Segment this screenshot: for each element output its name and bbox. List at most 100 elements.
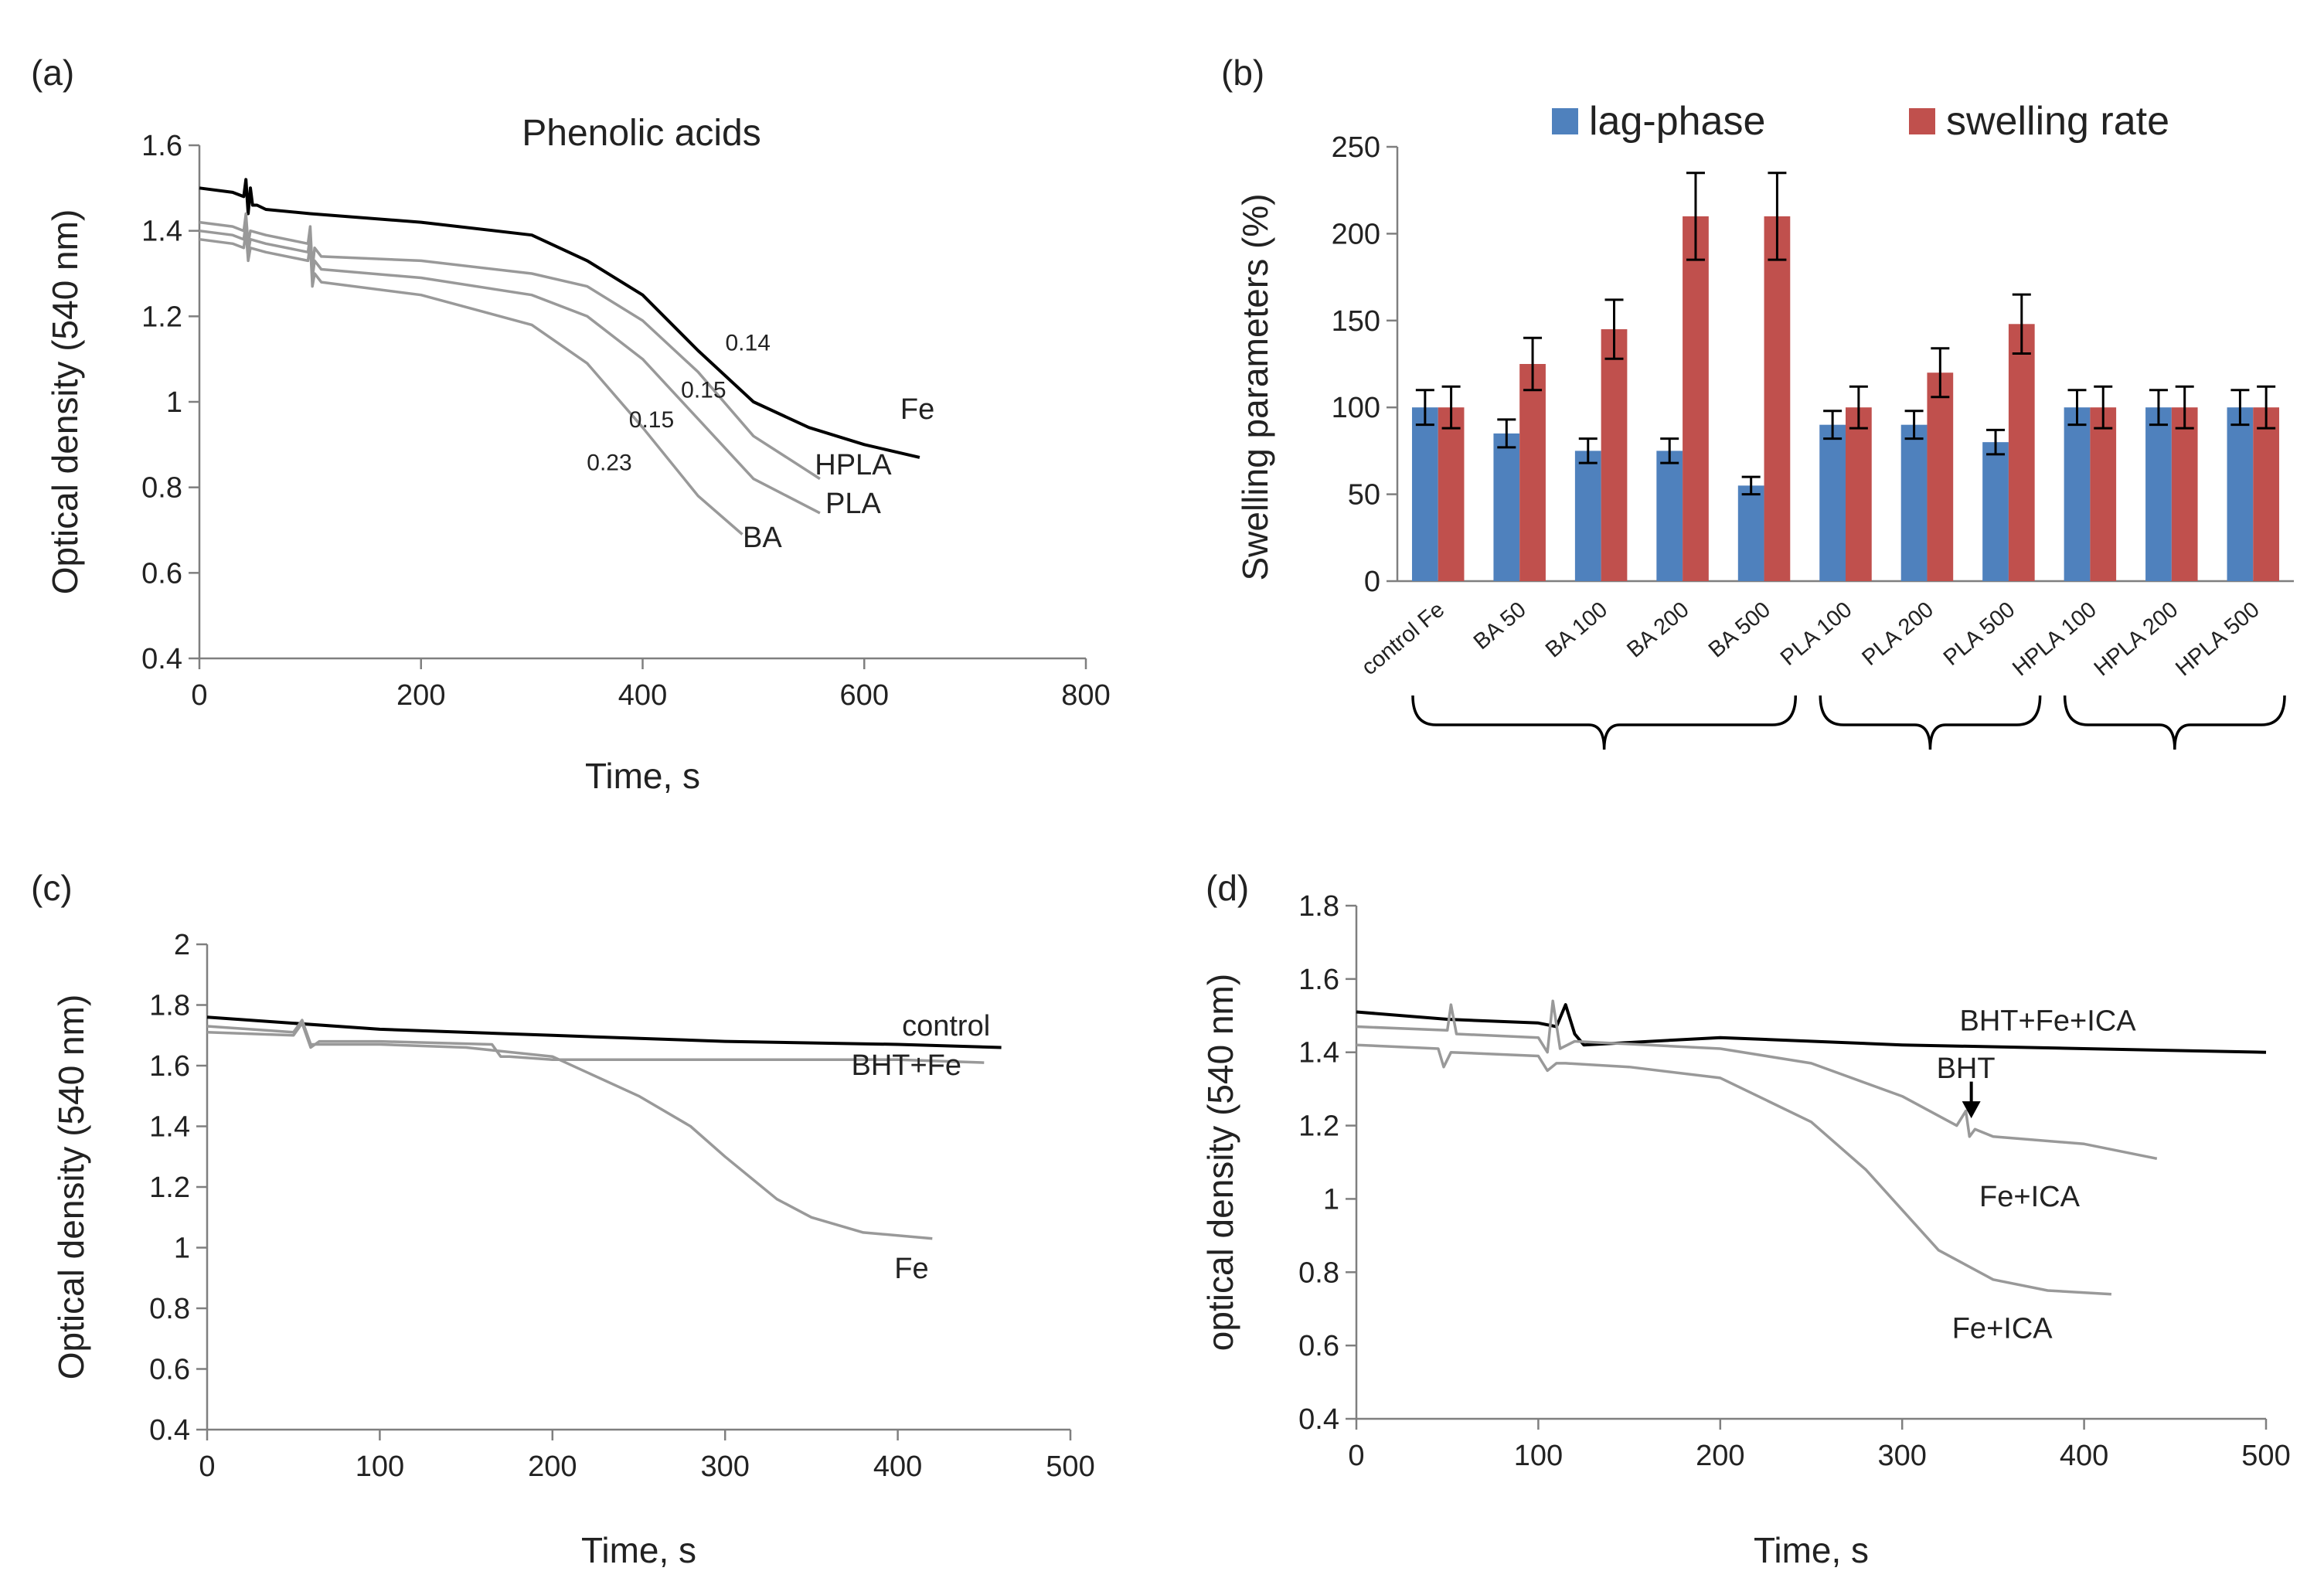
y-axis-title: optical density (540 nm) — [1200, 974, 1240, 1351]
panel-label: (b) — [1221, 53, 1264, 93]
annotation-label: 0.14 — [726, 331, 771, 356]
y-tick-label: 150 — [1332, 305, 1380, 338]
bar-swelling-rate — [2171, 407, 2198, 581]
y-tick-label: 1.6 — [1298, 964, 1339, 996]
panel-a: (a) Phenolic acids 0.4 0.6 0.8 1 1.2 1.4 1.6 0 200… — [31, 53, 1111, 796]
y-tick-label: 1.2 — [141, 301, 182, 333]
x-tick-label: 400 — [2060, 1440, 2108, 1472]
y-tick-label: 0.4 — [149, 1414, 190, 1447]
y-tick-label: 1.2 — [1298, 1110, 1339, 1143]
category-label: BA 500 — [1704, 597, 1775, 663]
x-axis-title: Time, s — [581, 1530, 696, 1570]
x-tick-label: 500 — [2241, 1440, 2290, 1472]
y-tick-label: 200 — [1332, 218, 1380, 250]
y-tick-label: 1.8 — [149, 990, 190, 1022]
y-tick-label: 100 — [1332, 392, 1380, 424]
series-line-fe — [199, 178, 920, 459]
x-tick-label: 800 — [1061, 679, 1110, 712]
category-label: BA 50 — [1469, 597, 1531, 655]
annotation-label: Fe — [900, 393, 934, 426]
x-tick-label: 200 — [1696, 1440, 1744, 1472]
annotation-label: Fe — [894, 1253, 928, 1285]
panel-b: (b) lag-phase swelling rate 0 50 100 150 200 250… — [1221, 53, 2294, 750]
y-tick-label: 1.4 — [1298, 1037, 1339, 1070]
bar-swelling-rate — [1601, 329, 1628, 581]
bht-arrow-head — [1962, 1101, 1981, 1119]
y-tick-label: 0.6 — [1298, 1330, 1339, 1362]
bar-lag-phase — [1737, 485, 1764, 581]
annotation-label: control — [902, 1010, 990, 1042]
x-tick-label: 200 — [528, 1450, 577, 1483]
category-label: BA 100 — [1541, 597, 1612, 663]
x-tick-label: 300 — [1877, 1440, 1926, 1472]
y-axis-title: Optical density (540 nm) — [51, 995, 91, 1380]
bar-lag-phase — [1574, 451, 1601, 581]
y-tick-label: 0.6 — [149, 1354, 190, 1386]
bar-lag-phase — [2064, 407, 2091, 581]
legend-label: lag-phase — [1589, 99, 1765, 144]
y-tick-label: 0.8 — [141, 472, 182, 505]
x-tick-label: 400 — [873, 1450, 922, 1483]
bar-lag-phase — [1819, 424, 1846, 581]
y-tick-label: 1 — [1323, 1183, 1339, 1216]
group-brace — [1411, 695, 1798, 750]
x-tick-label: 0 — [199, 1450, 215, 1483]
category-label: PLA 500 — [1939, 597, 2020, 671]
series-line-fe-ica — [1356, 1043, 2111, 1296]
bar-lag-phase — [2227, 407, 2254, 581]
bar-swelling-rate — [1519, 364, 1546, 581]
y-tick-label: 1.8 — [1298, 890, 1339, 923]
y-tick-label: 50 — [1348, 479, 1380, 512]
bar-lag-phase — [1982, 442, 2009, 581]
panel-d: (d) 0.4 0.6 0.8 1 1.2 1.4 1.6 1.8 0 100 200 300 400 50… — [1200, 868, 2291, 1570]
annotation-label: PLA — [825, 488, 881, 520]
x-tick-label: 300 — [700, 1450, 749, 1483]
bar-lag-phase — [1411, 407, 1438, 581]
group-brace — [2063, 695, 2286, 750]
bar-lag-phase — [1900, 424, 1928, 581]
x-tick-label: 0 — [191, 679, 207, 712]
bar-lag-phase — [1656, 451, 1683, 581]
legend-swatch-lag-phase — [1552, 108, 1578, 134]
series-line-fe-ica-bht-added- — [1356, 999, 2158, 1161]
legend-label: swelling rate — [1946, 99, 2169, 144]
y-tick-label: 0.8 — [1298, 1257, 1339, 1289]
annotation-label: BA — [743, 522, 782, 554]
category-label: PLA 100 — [1776, 597, 1857, 671]
x-tick-label: 100 — [1514, 1440, 1563, 1472]
y-tick-label: 0.4 — [1298, 1403, 1339, 1436]
bar-swelling-rate — [1846, 407, 1872, 581]
bar-swelling-rate — [2090, 407, 2117, 581]
category-label: PLA 200 — [1857, 597, 1938, 671]
bar-swelling-rate — [1438, 407, 1465, 581]
y-tick-label: 0.4 — [141, 643, 182, 675]
annotation-label: 0.23 — [587, 451, 631, 476]
y-axis-title: Swelling parameters (%) — [1235, 193, 1275, 580]
series-line-fe — [206, 1019, 933, 1240]
bar-swelling-rate — [1683, 216, 1709, 581]
chart-title: Phenolic acids — [522, 113, 761, 154]
annotation-label: BHT+Fe — [851, 1049, 961, 1082]
category-label: BA 200 — [1622, 597, 1693, 663]
bar-swelling-rate — [2008, 324, 2035, 581]
y-tick-label: 250 — [1332, 131, 1380, 164]
category-label: HPLA 200 — [2090, 597, 2183, 681]
y-tick-label: 0.8 — [149, 1293, 190, 1325]
y-tick-label: 1.4 — [149, 1111, 190, 1144]
legend-swatch-swelling-rate — [1909, 108, 1935, 134]
series-line-control — [206, 1015, 1002, 1049]
x-tick-label: 200 — [396, 679, 445, 712]
annotation-label: Fe+ICA — [1979, 1181, 2081, 1213]
x-axis-title: Time, s — [585, 756, 700, 796]
series-line-pla — [199, 220, 821, 515]
series-line-bht-fe-ica — [1356, 1003, 2267, 1054]
annotation-label: Fe+ICA — [1952, 1313, 2053, 1345]
category-label: HPLA 500 — [2171, 597, 2264, 681]
y-tick-label: 1.6 — [141, 130, 182, 162]
y-tick-label: 1.6 — [149, 1050, 190, 1083]
y-tick-label: 2 — [174, 929, 190, 961]
panel-c: (c) 0.4 0.6 0.8 1 1.2 1.4 1.6 1.8 2 0 100 200 300 400 5… — [31, 868, 1095, 1570]
y-tick-label: 1 — [166, 386, 182, 419]
bar-swelling-rate — [1927, 372, 1954, 581]
